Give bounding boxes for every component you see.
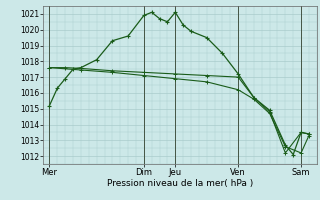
X-axis label: Pression niveau de la mer( hPa ): Pression niveau de la mer( hPa ) [107,179,253,188]
